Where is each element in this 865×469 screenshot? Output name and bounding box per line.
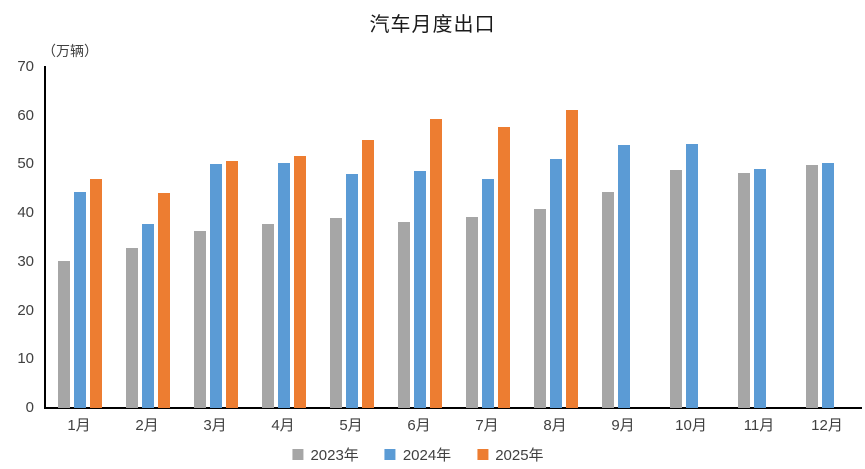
bar-group-11月 <box>725 67 793 408</box>
bar-2024年-2月 <box>142 223 154 408</box>
x-axis-label-11月: 11月 <box>743 417 775 434</box>
bar-2023年-4月 <box>262 224 274 408</box>
bar-group-1月 <box>45 67 113 408</box>
x-axis-label-5月: 5月 <box>339 417 363 434</box>
bar-2025年-1月 <box>90 178 102 408</box>
y-axis-tick-label: 40 <box>17 204 34 222</box>
x-axis-label-3月: 3月 <box>203 417 227 434</box>
bar-group-9月 <box>589 67 657 408</box>
plot-area <box>45 67 861 408</box>
bar-2023年-6月 <box>398 221 410 408</box>
x-axis-label-2月: 2月 <box>135 417 159 434</box>
bar-2024年-12月 <box>822 162 834 408</box>
bar-group-10月 <box>657 67 725 408</box>
bar-group-12月 <box>793 67 861 408</box>
x-axis-label-7月: 7月 <box>475 417 499 434</box>
bar-group-4月 <box>249 67 317 408</box>
legend-swatch-icon <box>384 449 396 460</box>
bar-2023年-1月 <box>58 261 70 408</box>
bar-group-5月 <box>317 67 385 408</box>
x-axis-label-8月: 8月 <box>543 417 567 434</box>
bar-group-6月 <box>385 67 453 408</box>
bar-2025年-6月 <box>430 118 442 408</box>
bar-2025年-8月 <box>566 109 578 408</box>
bar-2024年-4月 <box>278 162 290 408</box>
legend-item-2024年: 2024年 <box>384 444 452 465</box>
y-axis-tick-label: 0 <box>25 399 34 416</box>
bar-2024年-10月 <box>686 143 698 408</box>
x-axis-label-12月: 12月 <box>811 417 843 434</box>
x-axis-label-10月: 10月 <box>675 417 707 434</box>
bar-2023年-11月 <box>738 173 750 408</box>
x-axis-label-1月: 1月 <box>67 417 91 434</box>
bar-2024年-3月 <box>210 163 222 408</box>
legend-label: 2023年 <box>310 447 359 464</box>
bar-group-7月 <box>453 67 521 408</box>
bar-2023年-12月 <box>806 164 818 408</box>
legend-label: 2025年 <box>495 447 544 464</box>
bar-2025年-4月 <box>294 156 306 408</box>
y-axis-tick-label: 30 <box>17 252 34 270</box>
bar-2023年-5月 <box>330 218 342 408</box>
bar-2025年-3月 <box>226 160 238 408</box>
legend: 2023年 2024年 2025年 <box>292 444 544 465</box>
bar-2025年-2月 <box>158 193 170 408</box>
legend-item-2025年: 2025年 <box>477 444 544 465</box>
bar-2024年-1月 <box>74 192 86 408</box>
y-axis-line <box>44 66 46 409</box>
chart-title: 汽车月度出口 <box>369 14 496 36</box>
x-axis-label-9月: 9月 <box>611 417 635 434</box>
y-axis-tick-label: 10 <box>17 350 34 368</box>
bar-2023年-3月 <box>194 231 206 408</box>
y-axis-tick-label: 50 <box>17 155 34 173</box>
bar-2024年-7月 <box>482 179 494 408</box>
x-axis-line <box>44 407 862 409</box>
legend-item-2023年: 2023年 <box>292 444 359 465</box>
bar-2023年-10月 <box>670 170 682 408</box>
y-axis-unit-label: （万辆） <box>42 43 98 59</box>
bar-2023年-9月 <box>602 191 614 408</box>
bar-2024年-5月 <box>346 173 358 408</box>
bar-group-3月 <box>181 67 249 408</box>
bar-2024年-8月 <box>550 158 562 408</box>
y-axis-tick-label: 20 <box>17 301 34 319</box>
y-axis-tick-label: 70 <box>17 58 34 75</box>
bar-2024年-9月 <box>618 145 630 408</box>
bar-2025年-7月 <box>498 127 510 408</box>
x-axis-label-4月: 4月 <box>271 417 295 434</box>
bar-group-8月 <box>521 67 589 408</box>
x-axis-label-6月: 6月 <box>407 417 431 434</box>
legend-swatch-icon <box>477 449 489 460</box>
bar-2023年-2月 <box>126 247 138 408</box>
bar-2025年-5月 <box>362 139 374 408</box>
y-axis-tick-label: 60 <box>17 106 34 124</box>
bar-2024年-11月 <box>754 169 766 408</box>
bar-2023年-7月 <box>466 217 478 408</box>
bar-2023年-8月 <box>534 209 546 408</box>
bar-group-2月 <box>113 67 181 408</box>
bar-2024年-6月 <box>414 171 426 408</box>
legend-label: 2024年 <box>402 447 452 464</box>
legend-swatch-icon <box>292 449 304 460</box>
